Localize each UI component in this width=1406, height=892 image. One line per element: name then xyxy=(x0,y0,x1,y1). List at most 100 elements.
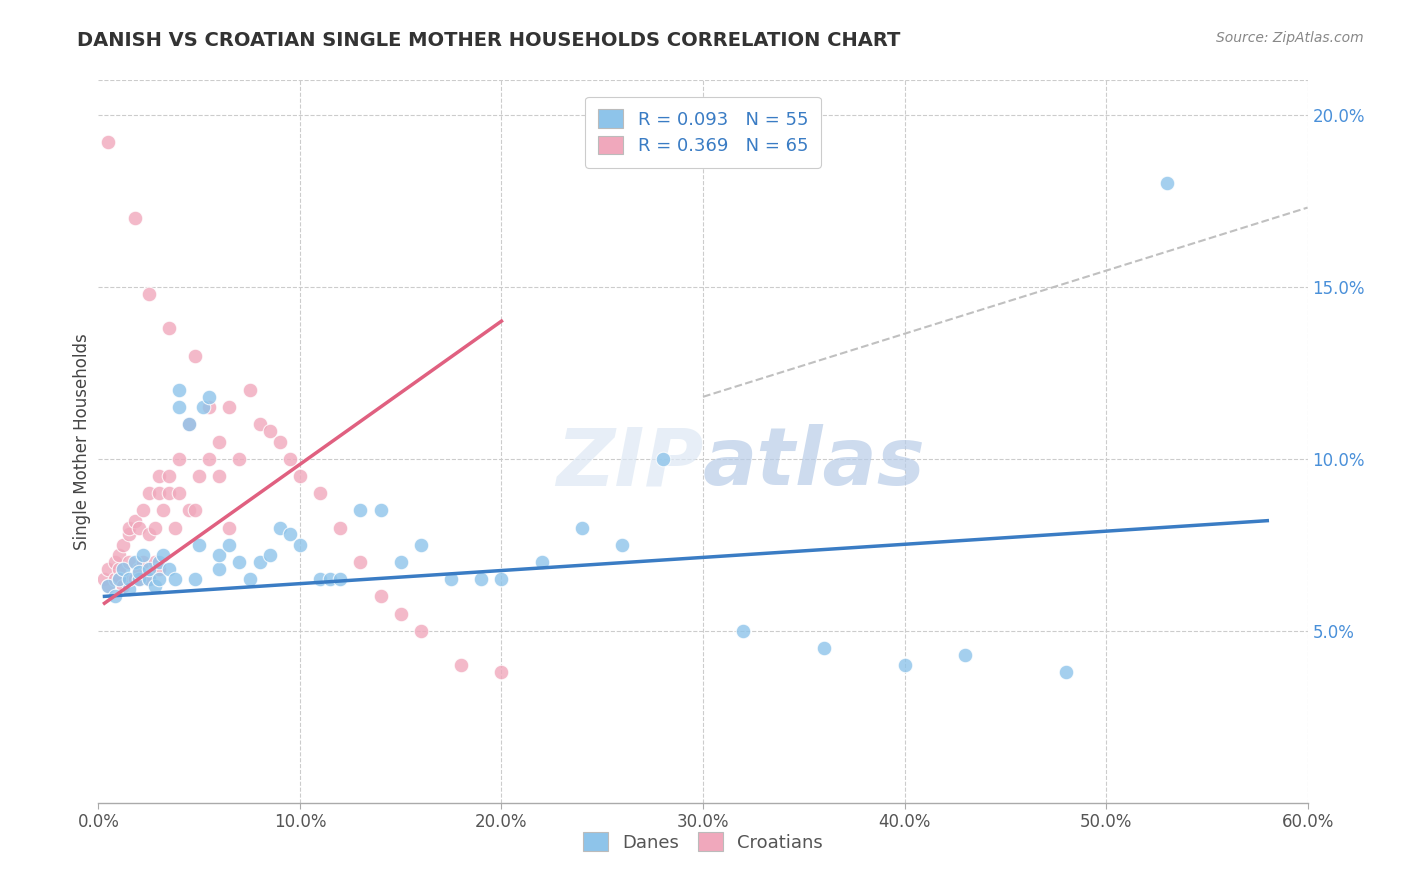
Point xyxy=(167,383,190,397)
Point xyxy=(184,349,207,363)
Point xyxy=(349,555,371,569)
Point xyxy=(143,579,166,593)
Point xyxy=(188,469,211,483)
Point xyxy=(218,400,240,414)
Point xyxy=(128,566,150,580)
Point xyxy=(179,503,201,517)
Point xyxy=(124,555,146,569)
Point xyxy=(111,579,134,593)
Point xyxy=(218,520,240,534)
Point xyxy=(148,555,170,569)
Point xyxy=(107,562,129,576)
Point xyxy=(288,538,311,552)
Point xyxy=(163,572,186,586)
Point xyxy=(97,579,120,593)
Text: DANISH VS CROATIAN SINGLE MOTHER HOUSEHOLDS CORRELATION CHART: DANISH VS CROATIAN SINGLE MOTHER HOUSEHO… xyxy=(77,31,901,50)
Point xyxy=(138,486,160,500)
Point xyxy=(124,572,146,586)
Point xyxy=(208,548,231,562)
Point xyxy=(167,486,190,500)
Y-axis label: Single Mother Households: Single Mother Households xyxy=(73,334,91,549)
Point xyxy=(128,562,150,576)
Point xyxy=(278,451,301,466)
Point xyxy=(733,624,755,638)
Point xyxy=(143,520,166,534)
Point xyxy=(491,572,513,586)
Point xyxy=(111,538,134,552)
Point xyxy=(269,434,291,449)
Point xyxy=(97,579,120,593)
Point xyxy=(530,555,553,569)
Point xyxy=(370,590,392,604)
Point xyxy=(259,424,281,438)
Point xyxy=(132,503,155,517)
Point xyxy=(143,555,166,569)
Point xyxy=(152,548,174,562)
Point xyxy=(128,572,150,586)
Point xyxy=(319,572,342,586)
Point xyxy=(389,607,412,621)
Text: ZIP: ZIP xyxy=(555,425,703,502)
Point xyxy=(138,286,160,301)
Legend: Danes, Croatians: Danes, Croatians xyxy=(575,825,831,859)
Point xyxy=(118,527,141,541)
Point xyxy=(148,486,170,500)
Point xyxy=(208,434,231,449)
Point xyxy=(179,417,201,432)
Point xyxy=(107,572,129,586)
Point xyxy=(157,562,180,576)
Point xyxy=(128,520,150,534)
Point xyxy=(288,469,311,483)
Point xyxy=(269,520,291,534)
Point xyxy=(309,486,332,500)
Point xyxy=(259,548,281,562)
Point xyxy=(124,514,146,528)
Point xyxy=(893,658,915,673)
Point xyxy=(97,135,120,149)
Point xyxy=(118,572,141,586)
Point xyxy=(198,451,221,466)
Point xyxy=(470,572,492,586)
Point xyxy=(612,538,634,552)
Point xyxy=(157,321,180,335)
Point xyxy=(651,451,673,466)
Point xyxy=(218,538,240,552)
Point xyxy=(370,503,392,517)
Point xyxy=(278,527,301,541)
Point xyxy=(1054,665,1077,679)
Point xyxy=(167,400,190,414)
Point xyxy=(107,572,129,586)
Point xyxy=(118,555,141,569)
Point xyxy=(111,562,134,576)
Point xyxy=(107,548,129,562)
Point xyxy=(148,562,170,576)
Point xyxy=(124,211,146,225)
Point xyxy=(228,451,250,466)
Point xyxy=(208,469,231,483)
Point xyxy=(193,400,215,414)
Point xyxy=(103,572,125,586)
Point xyxy=(349,503,371,517)
Point xyxy=(389,555,412,569)
Point xyxy=(813,640,835,655)
Point xyxy=(132,555,155,569)
Point xyxy=(198,400,221,414)
Point xyxy=(179,417,201,432)
Point xyxy=(409,624,432,638)
Point xyxy=(188,538,211,552)
Point xyxy=(93,572,115,586)
Point xyxy=(309,572,332,586)
Point xyxy=(128,572,150,586)
Point xyxy=(249,555,271,569)
Point xyxy=(953,648,976,662)
Point xyxy=(184,572,207,586)
Point xyxy=(118,582,141,597)
Point xyxy=(329,520,352,534)
Point xyxy=(148,572,170,586)
Point xyxy=(152,503,174,517)
Point xyxy=(118,572,141,586)
Point xyxy=(409,538,432,552)
Text: atlas: atlas xyxy=(703,425,925,502)
Point xyxy=(208,562,231,576)
Point xyxy=(239,383,262,397)
